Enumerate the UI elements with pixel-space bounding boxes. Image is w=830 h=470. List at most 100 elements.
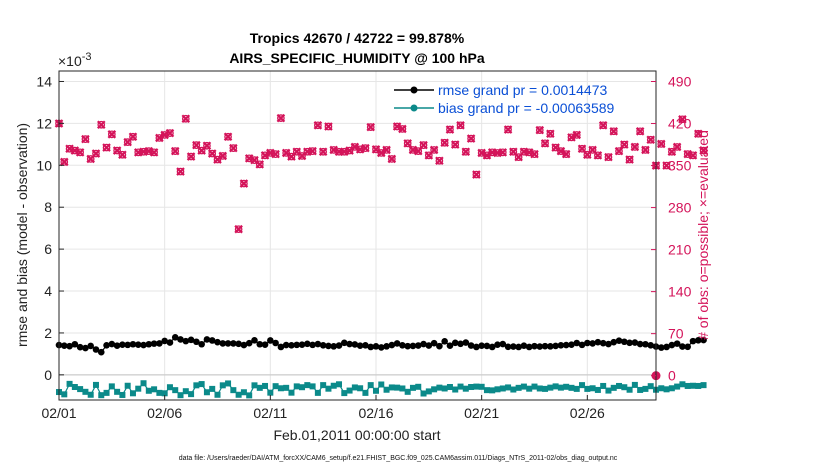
nobs-evaluated-point bbox=[572, 130, 582, 140]
rmse-point bbox=[177, 336, 184, 343]
rmse-point bbox=[171, 334, 179, 341]
bias-point bbox=[594, 386, 601, 393]
bias-point bbox=[172, 387, 179, 394]
bias-point bbox=[114, 388, 121, 395]
nobs-evaluated-point bbox=[614, 146, 624, 156]
rmse-point bbox=[679, 343, 686, 350]
rmse-point bbox=[562, 341, 570, 349]
rmse-point bbox=[626, 339, 633, 347]
nobs-evaluated-point bbox=[551, 143, 560, 152]
bias-point bbox=[700, 382, 707, 389]
rmse-point bbox=[346, 340, 353, 348]
x-marker-stroke bbox=[244, 154, 254, 163]
bias-point bbox=[399, 385, 406, 392]
rmse-point bbox=[203, 336, 211, 343]
nobs-evaluated-point bbox=[313, 121, 323, 130]
bias-point bbox=[124, 382, 131, 389]
bias-point bbox=[483, 387, 490, 394]
nobs-evaluated-point bbox=[535, 125, 545, 135]
nobs-possible-point bbox=[451, 140, 460, 149]
bias-point bbox=[235, 391, 242, 398]
bias-point bbox=[299, 384, 306, 391]
legend-bias-marker bbox=[410, 104, 418, 112]
rmse-point bbox=[314, 340, 322, 348]
nobs-possible-point bbox=[86, 155, 95, 163]
nobs-possible-point bbox=[176, 167, 185, 176]
bias-point bbox=[616, 382, 623, 389]
nobs-possible-point bbox=[113, 146, 121, 155]
x-marker-stroke bbox=[445, 125, 455, 134]
x-marker-stroke bbox=[678, 115, 687, 124]
bias-point bbox=[330, 382, 337, 389]
x-marker-stroke bbox=[160, 130, 169, 140]
nobs-evaluated-point bbox=[75, 148, 85, 157]
bias-point bbox=[425, 388, 432, 395]
rmse-point bbox=[663, 343, 670, 351]
x-marker-stroke bbox=[345, 146, 354, 155]
rmse-point bbox=[499, 340, 507, 348]
nobs-possible-point bbox=[541, 139, 549, 148]
nobs-evaluated-point bbox=[271, 149, 280, 159]
x-marker-stroke bbox=[192, 140, 201, 150]
x-marker-stroke bbox=[107, 130, 117, 139]
rmse-point bbox=[82, 344, 89, 352]
y-tick-label-left: 6 bbox=[44, 241, 52, 257]
nobs-evaluated-point bbox=[60, 157, 69, 167]
y-tick-label-right: 350 bbox=[668, 158, 692, 174]
nobs-possible-point bbox=[92, 149, 100, 158]
x-tick-label: 02/11 bbox=[253, 405, 287, 421]
nobs-evaluated-point bbox=[503, 125, 513, 134]
x-marker-stroke bbox=[292, 147, 302, 157]
bias-point bbox=[489, 387, 496, 394]
rmse-point bbox=[145, 340, 153, 348]
x-marker-stroke bbox=[181, 114, 191, 124]
x-marker-stroke bbox=[324, 122, 333, 131]
bias-point bbox=[658, 385, 665, 392]
bias-point bbox=[536, 385, 543, 392]
x-marker-stroke bbox=[588, 145, 597, 155]
nobs-evaluated-point bbox=[155, 133, 164, 143]
bias-point bbox=[563, 383, 570, 390]
bias-point bbox=[457, 383, 464, 390]
rmse-point bbox=[584, 339, 591, 347]
rmse-point bbox=[694, 336, 702, 344]
bias-point bbox=[309, 383, 316, 390]
plot-area bbox=[59, 71, 656, 400]
x-marker-stroke bbox=[630, 142, 640, 152]
rmse-point bbox=[420, 340, 427, 348]
rmse-point bbox=[531, 342, 538, 350]
nobs-evaluated-point bbox=[646, 135, 655, 145]
nobs-possible-point bbox=[203, 141, 211, 150]
x-marker-stroke bbox=[202, 141, 212, 151]
nobs-possible-point bbox=[636, 127, 645, 136]
y-tick-label-left: 2 bbox=[44, 325, 52, 341]
legend-rmse-label: rmse grand pr = 0.0014473 bbox=[438, 82, 607, 98]
x-marker-stroke bbox=[260, 151, 270, 160]
nobs-evaluated-point bbox=[350, 142, 360, 152]
x-marker-stroke bbox=[234, 224, 243, 234]
nobs-evaluated-point bbox=[160, 130, 169, 140]
bias-point bbox=[547, 384, 554, 391]
nobs-evaluated-point bbox=[107, 130, 117, 139]
rmse-point bbox=[134, 341, 142, 348]
legend-bias-label: bias grand pr = -0.00063589 bbox=[438, 100, 615, 116]
rmse-point bbox=[356, 342, 364, 350]
x-marker-stroke bbox=[81, 134, 90, 144]
rmse-point bbox=[76, 343, 84, 351]
rmse-point bbox=[599, 339, 607, 347]
nobs-evaluated-point bbox=[429, 145, 439, 155]
rmse-point bbox=[367, 343, 375, 351]
nobs-possible-point bbox=[662, 161, 671, 170]
bias-point bbox=[499, 385, 506, 392]
x-tick-label: 02/06 bbox=[147, 405, 182, 421]
nobs-possible-point bbox=[123, 138, 132, 146]
nobs-evaluated-point bbox=[176, 167, 185, 176]
rmse-point bbox=[388, 341, 396, 349]
rmse-point bbox=[488, 343, 496, 351]
x-marker-stroke bbox=[572, 130, 582, 140]
nobs-possible-point bbox=[81, 135, 90, 143]
x-marker-stroke bbox=[165, 128, 175, 138]
nobs-possible-point bbox=[604, 153, 613, 162]
nobs-possible-point bbox=[97, 120, 106, 129]
nobs-possible-point bbox=[255, 160, 264, 169]
